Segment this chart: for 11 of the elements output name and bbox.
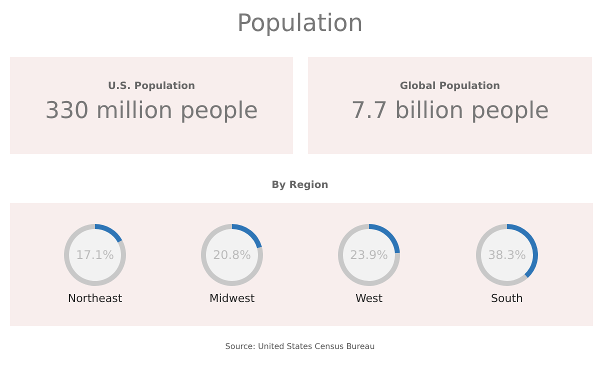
text: U.S. Population: [106, 81, 196, 92]
text: Midwest: [209, 292, 256, 305]
source-note: Source: United States Census Bureau: [224, 341, 376, 353]
text: Global Population: [398, 81, 502, 92]
text: By Region: [270, 179, 330, 193]
text: Northeast: [68, 292, 123, 305]
text: 7.7 billion people: [350, 98, 550, 124]
text: West: [355, 292, 384, 305]
text: 330 million people: [44, 98, 260, 124]
text: South: [491, 292, 524, 305]
text: Population: [236, 8, 364, 39]
